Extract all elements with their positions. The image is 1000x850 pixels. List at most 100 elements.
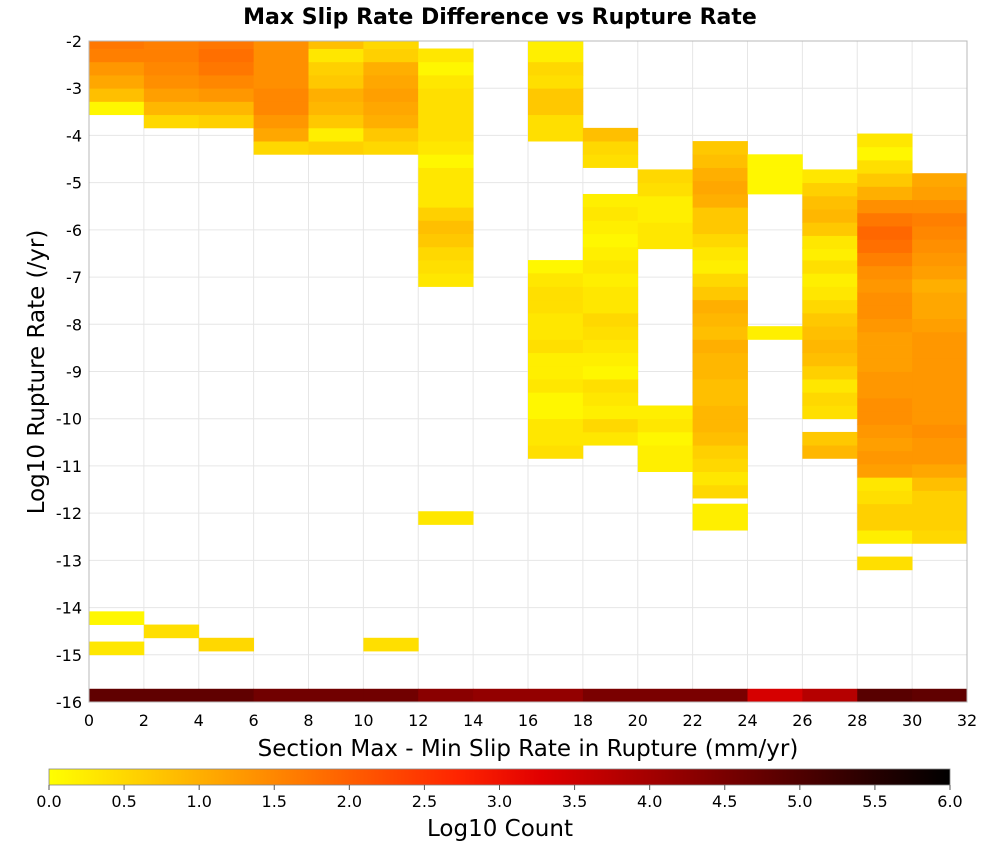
heatmap-cell — [912, 411, 968, 425]
colorbar-tick-label: 1.0 — [186, 792, 211, 811]
heatmap-cell — [802, 182, 858, 197]
heatmap-cell — [89, 688, 145, 703]
heatmap-cell — [528, 286, 584, 301]
heatmap-cell — [89, 61, 145, 76]
heatmap-cell — [857, 384, 913, 399]
heatmap-cell — [363, 88, 419, 102]
y-tick-label: -11 — [56, 457, 82, 476]
x-tick-label: 22 — [682, 711, 702, 730]
heatmap-cell — [857, 252, 913, 267]
heatmap-cell — [363, 101, 419, 116]
heatmap-cell — [692, 141, 748, 155]
heatmap-cell — [582, 286, 639, 301]
heatmap-cell — [528, 48, 584, 63]
heatmap-cell — [582, 246, 639, 261]
heatmap-cell — [802, 246, 858, 261]
heatmap-cell — [692, 233, 748, 248]
heatmap-cell — [253, 127, 309, 142]
heatmap-cell — [528, 88, 584, 102]
heatmap-cell — [802, 169, 858, 184]
heatmap-cell — [363, 688, 419, 703]
heatmap-cell — [89, 74, 145, 89]
heatmap-cells — [89, 41, 968, 703]
heatmap-cell — [857, 345, 913, 359]
colorbar-tick-label: 0.0 — [36, 792, 61, 811]
heatmap-cell — [912, 464, 968, 478]
heatmap-cell — [912, 516, 968, 531]
heatmap-cell — [143, 48, 200, 63]
heatmap-cell — [912, 212, 968, 227]
heatmap-cell — [802, 195, 858, 210]
colorbar-ticks: 0.0 0.5 1.0 1.5 2.0 2.5 3.0 3.5 4.0 4.5 5.0 5.5 6.0 — [36, 785, 963, 811]
heatmap-cell — [857, 688, 913, 703]
x-tick-label: 16 — [518, 711, 538, 730]
heatmap-cell — [637, 445, 694, 459]
heatmap-cell — [89, 641, 145, 656]
heatmap-cell — [528, 392, 584, 406]
colorbar-tick-label: 4.0 — [637, 792, 662, 811]
heatmap-cell — [802, 312, 858, 327]
heatmap-cell — [637, 169, 694, 184]
heatmap-cell — [418, 154, 474, 168]
heatmap-cell — [692, 273, 748, 287]
heatmap-cell — [582, 127, 639, 142]
heatmap-cell — [143, 624, 200, 639]
heatmap-cell — [637, 195, 694, 210]
chart-title: Max Slip Rate Difference vs Rupture Rate — [243, 5, 757, 30]
heatmap-cell — [582, 312, 639, 327]
heatmap-cell — [528, 41, 584, 49]
heatmap-cell — [912, 503, 968, 518]
heatmap-cell — [692, 339, 748, 354]
heatmap-cell — [802, 379, 858, 393]
heatmap-cell — [418, 511, 474, 525]
heatmap-cell — [253, 48, 309, 63]
heatmap-cell — [308, 688, 364, 703]
x-axis-label: Section Max - Min Slip Rate in Rupture (… — [258, 736, 799, 762]
y-tick-label: -14 — [56, 599, 82, 618]
heatmap-cell — [582, 299, 639, 314]
heatmap-cell — [912, 371, 968, 386]
heatmap-cell — [253, 688, 309, 703]
heatmap-cell — [418, 127, 474, 142]
colorbar-tick-label: 2.5 — [412, 792, 437, 811]
heatmap-cell — [582, 193, 639, 208]
heatmap-cell — [528, 273, 584, 287]
heatmap-cell — [912, 252, 968, 267]
heatmap-cell — [912, 384, 968, 399]
heatmap-cell — [363, 41, 419, 49]
heatmap-cell — [857, 318, 913, 333]
heatmap-cell — [308, 101, 364, 116]
heatmap-cell — [418, 74, 474, 89]
colorbar-tick-label: 0.5 — [111, 792, 136, 811]
heatmap-cell — [912, 292, 968, 306]
y-tick-label: -16 — [56, 693, 82, 712]
heatmap-cell — [802, 392, 858, 406]
heatmap-cell — [418, 273, 474, 287]
x-tick-label: 0 — [84, 711, 94, 730]
heatmap-cell — [802, 273, 858, 287]
heatmap-cell — [912, 265, 968, 280]
heatmap-cell — [308, 114, 364, 129]
heatmap-cell — [802, 326, 858, 340]
heatmap-cell — [582, 365, 639, 380]
heatmap-cell — [308, 74, 364, 89]
heatmap-cell — [747, 154, 803, 168]
colorbar-tick-label: 5.5 — [862, 792, 887, 811]
heatmap-cell — [912, 318, 968, 333]
heatmap-cell — [692, 154, 748, 168]
heatmap-cell — [363, 637, 419, 652]
heatmap-cell — [857, 556, 913, 571]
heatmap-cell — [692, 405, 748, 420]
heatmap-cell — [857, 146, 913, 161]
colorbar-tick-label: 4.5 — [712, 792, 737, 811]
heatmap-cell — [857, 265, 913, 280]
heatmap-cell — [857, 411, 913, 425]
y-tick-label: -6 — [66, 221, 82, 240]
x-tick-label: 20 — [628, 711, 648, 730]
y-tick-label: -8 — [66, 315, 82, 334]
heatmap-cell — [857, 173, 913, 187]
heatmap-cell — [857, 239, 913, 253]
y-tick-label: -7 — [66, 268, 82, 287]
heatmap-cell — [857, 437, 913, 452]
heatmap-cell — [418, 246, 474, 261]
